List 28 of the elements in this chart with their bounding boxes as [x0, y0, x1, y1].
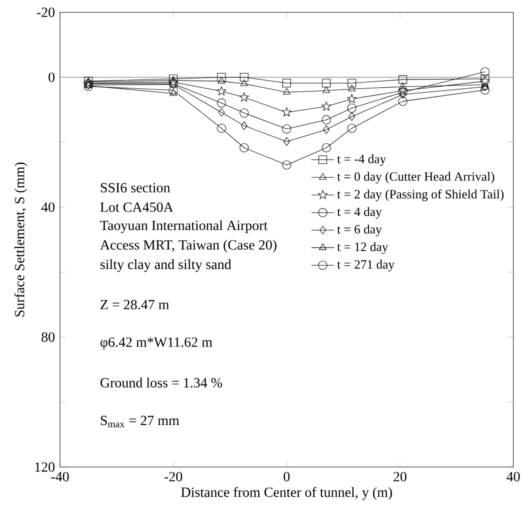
y-tick-label: 80: [42, 332, 55, 342]
annotation: Lot CA450A: [100, 202, 174, 212]
annotation: Ground loss = 1.34 %: [100, 378, 222, 388]
legend-label: t = 12 day: [337, 242, 388, 254]
legend-label: t = 2 day (Passing of Shield Tail): [337, 189, 504, 202]
legend-label: t = 6 day: [337, 224, 382, 236]
legend-label: t = 0 day (Cutter Head Arrival): [337, 172, 494, 184]
annotation: Access MRT, Taiwan (Case 20): [100, 240, 276, 252]
annotation: φ6.42 m*W11.62 m: [100, 337, 212, 350]
y-tick-label: 0: [48, 72, 55, 82]
y-tick-label: -20: [36, 8, 55, 18]
x-tick-label: -40: [51, 472, 69, 482]
x-tick-label: 20: [394, 472, 406, 482]
x-tick-label: -20: [164, 472, 182, 482]
annotation: silty clay and silty sand: [100, 259, 232, 272]
annotation: Taoyuan International Airport: [100, 220, 268, 234]
legend-label: t = -4 day: [337, 154, 386, 166]
y-tick-label: 40: [41, 202, 55, 212]
x-tick-label: 0: [284, 472, 290, 482]
annotation: Z = 28.47 m: [100, 300, 170, 310]
legend-label: t = 271 day: [337, 260, 395, 272]
x-tick-label: 40: [506, 472, 520, 482]
x-axis-title: Distance from Center of tunnel, y (m): [181, 486, 392, 500]
y-axis-title: Surface Settlement, S (mm): [14, 162, 28, 316]
annotation: SSI6 section: [100, 183, 170, 192]
legend-label: t = 4 day: [337, 207, 382, 219]
y-tick-label: 120: [35, 462, 55, 472]
annotation: S$_{max}$ = 27 mm: [100, 416, 180, 428]
